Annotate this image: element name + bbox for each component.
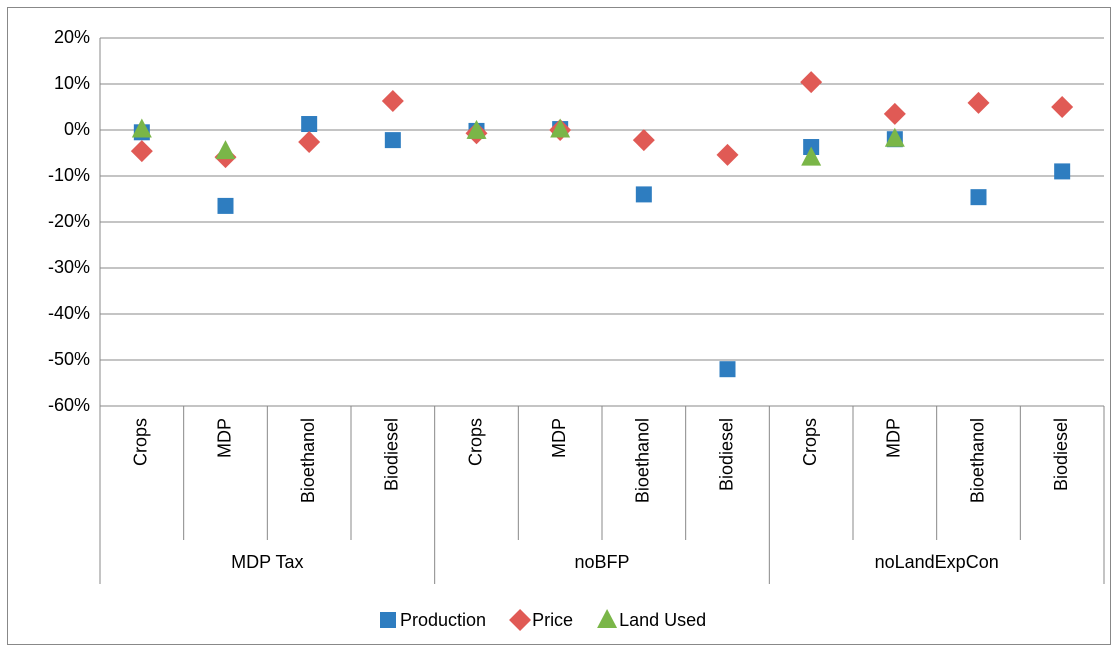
legend-label: Production	[400, 610, 486, 630]
legend-label: Price	[532, 610, 573, 630]
x-tick-label: MDP	[549, 418, 569, 458]
x-tick-label: Crops	[800, 418, 820, 466]
marker-square	[719, 361, 736, 378]
x-tick-label: Crops	[131, 418, 151, 466]
marker-square	[1054, 163, 1071, 180]
marker-diamond	[800, 71, 823, 94]
x-tick-label: Bioethanol	[298, 418, 318, 503]
y-tick-label: -30%	[48, 257, 90, 277]
x-tick-label: Biodiesel	[382, 418, 402, 491]
y-tick-label: -10%	[48, 165, 90, 185]
x-tick-label: Biodiesel	[716, 418, 736, 491]
marker-square	[635, 186, 652, 203]
marker-triangle	[597, 609, 618, 628]
x-tick-label: Bioethanol	[633, 418, 653, 503]
marker-triangle	[466, 119, 487, 139]
chart-border	[7, 7, 1111, 645]
y-tick-label: -40%	[48, 303, 90, 323]
marker-square	[301, 116, 318, 133]
marker-diamond	[509, 609, 532, 631]
marker-diamond	[381, 90, 404, 113]
group-label: MDP Tax	[231, 552, 303, 572]
marker-diamond	[967, 91, 990, 114]
x-tick-label: Bioethanol	[967, 418, 987, 503]
marker-triangle	[884, 127, 905, 147]
y-tick-label: -60%	[48, 395, 90, 415]
y-tick-label: -20%	[48, 211, 90, 231]
x-tick-label: MDP	[884, 418, 904, 458]
marker-triangle	[131, 118, 152, 138]
y-tick-label: 20%	[54, 27, 90, 47]
x-tick-label: MDP	[214, 418, 234, 458]
y-tick-label: -50%	[48, 349, 90, 369]
marker-square	[970, 189, 987, 206]
y-tick-label: 10%	[54, 73, 90, 93]
marker-diamond	[632, 129, 655, 152]
marker-triangle	[550, 118, 571, 138]
marker-diamond	[130, 140, 153, 163]
marker-diamond	[1051, 96, 1074, 118]
legend-label: Land Used	[619, 610, 706, 630]
marker-diamond	[298, 130, 321, 153]
marker-square	[384, 132, 401, 149]
marker-diamond	[716, 143, 739, 166]
marker-square	[217, 197, 234, 214]
x-tick-label: Crops	[465, 418, 485, 466]
marker-square	[380, 612, 396, 628]
marker-diamond	[883, 102, 906, 125]
x-tick-label: Biodiesel	[1051, 418, 1071, 491]
y-tick-label: 0%	[64, 119, 90, 139]
group-label: noBFP	[574, 552, 629, 572]
group-label: noLandExpCon	[875, 552, 999, 572]
marker-triangle	[801, 146, 822, 166]
marker-triangle	[215, 140, 236, 160]
